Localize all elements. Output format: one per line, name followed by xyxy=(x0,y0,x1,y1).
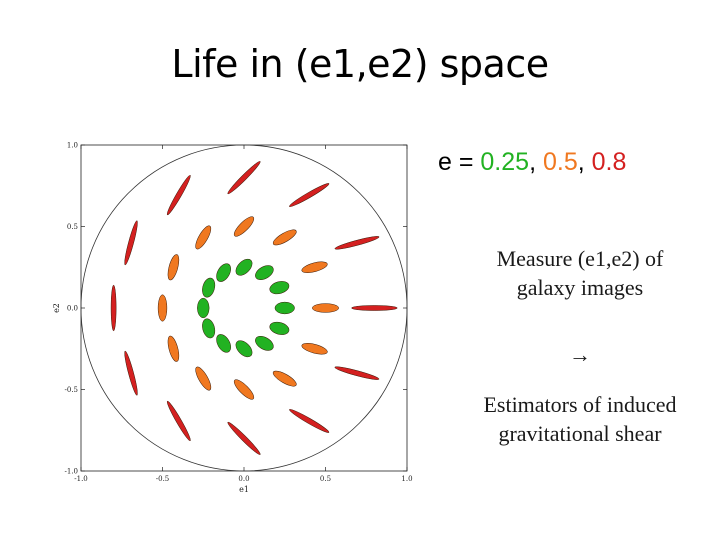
estimators-text: Estimators of induced gravitational shea… xyxy=(483,392,677,446)
galaxy-ellipse xyxy=(216,263,231,282)
galaxy-ellipse xyxy=(235,340,253,358)
galaxy-ellipse xyxy=(255,265,274,280)
legend-value-025: 0.25 xyxy=(480,148,530,176)
galaxy-ellipse xyxy=(197,297,210,319)
legend-value-05: 0.5 xyxy=(542,148,578,176)
measure-text: Measure (e1,e2) of galaxy images xyxy=(496,246,664,300)
galaxy-ellipse xyxy=(233,379,255,400)
y-tick-label: 0.5 xyxy=(67,223,78,231)
galaxy-ellipse xyxy=(269,281,290,295)
galaxy-ellipse xyxy=(195,225,212,250)
galaxy-ellipse xyxy=(167,335,180,362)
galaxy-ellipse xyxy=(167,254,180,281)
slide-title: Life in (e1,e2) space xyxy=(171,42,549,86)
right-arrow-icon: → xyxy=(569,342,591,367)
galaxy-ellipse xyxy=(272,370,297,387)
x-axis-label: e1 xyxy=(239,485,249,494)
y-tick-label: 0.0 xyxy=(67,305,78,313)
galaxy-ellipse xyxy=(166,400,191,442)
galaxy-ellipse xyxy=(235,258,253,276)
galaxy-ellipse xyxy=(301,261,328,273)
galaxy-ellipse xyxy=(334,236,380,250)
legend-value-08: 0.8 xyxy=(591,148,627,176)
galaxy-ellipse xyxy=(269,321,290,335)
x-tick-label: 0.0 xyxy=(238,475,249,483)
galaxy-ellipse xyxy=(166,174,191,216)
x-tick-label: 1.0 xyxy=(401,475,412,483)
x-tick-label: -0.5 xyxy=(156,475,170,483)
galaxy-ellipse xyxy=(157,294,168,322)
galaxy-ellipse xyxy=(110,284,117,332)
galaxy-ellipse xyxy=(202,318,216,339)
galaxy-ellipse xyxy=(272,229,297,246)
galaxy-ellipse xyxy=(216,334,231,353)
galaxy-ellipse xyxy=(274,301,295,315)
y-tick-label: 1.0 xyxy=(67,142,78,150)
ellipticity-legend: e = 0.25, 0.5, 0.8 xyxy=(438,148,698,177)
legend-separator: , xyxy=(529,148,543,176)
galaxy-ellipse xyxy=(195,366,212,391)
y-tick-label: -1.0 xyxy=(65,468,79,476)
x-tick-label: 0.5 xyxy=(320,475,331,483)
galaxy-ellipse xyxy=(227,161,261,195)
galaxy-ellipse xyxy=(227,421,261,455)
galaxy-ellipse xyxy=(124,220,138,266)
y-axis-label: e2 xyxy=(52,303,61,313)
galaxy-ellipse xyxy=(289,183,330,207)
galaxy-ellipse xyxy=(124,350,138,396)
galaxy-ellipse xyxy=(334,366,380,380)
x-tick-label: -1.0 xyxy=(74,475,88,483)
galaxy-ellipse xyxy=(312,303,339,313)
legend-prefix: e = xyxy=(438,148,481,176)
galaxy-ellipse xyxy=(351,305,398,311)
galaxy-ellipse xyxy=(202,277,216,298)
y-tick-label: -0.5 xyxy=(65,386,79,394)
galaxy-ellipse xyxy=(233,216,255,237)
galaxy-ellipse xyxy=(255,336,274,351)
ellipticity-plot: -1.0 -0.5 0.0 0.5 1.0 1.0 0.5 0.0 -0.5 -1.0 e1 e2 xyxy=(52,142,413,495)
galaxy-ellipse xyxy=(289,409,330,433)
legend-separator: , xyxy=(577,148,592,176)
galaxy-ellipse xyxy=(301,343,328,355)
